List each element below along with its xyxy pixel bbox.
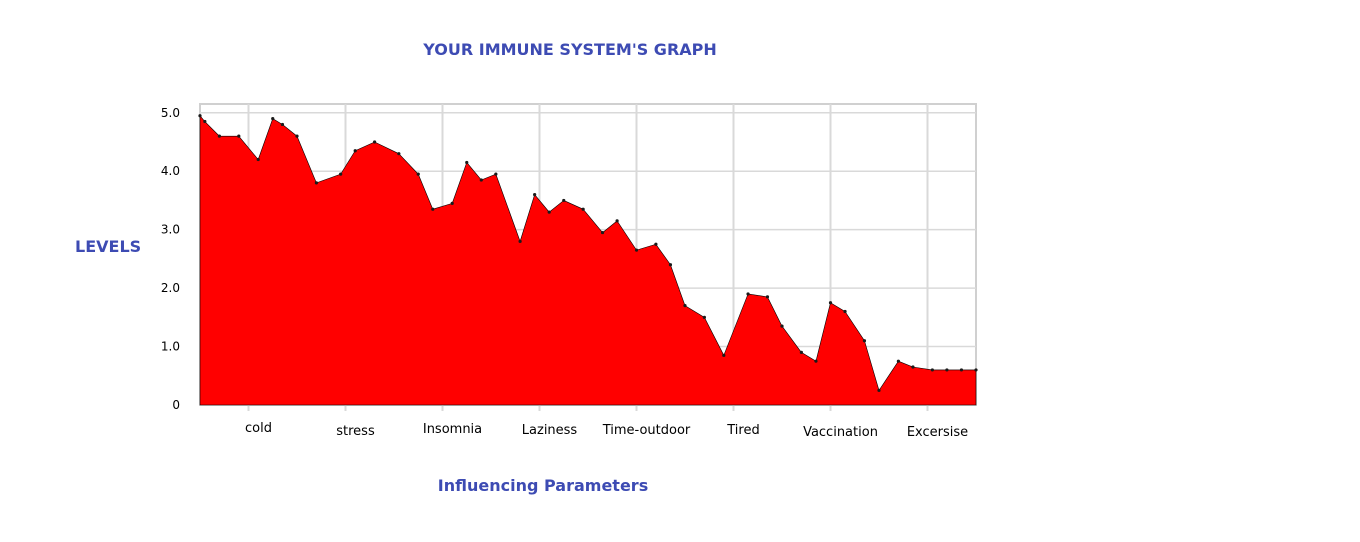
data-point (615, 219, 619, 223)
x-category-label: cold (245, 421, 272, 436)
x-category-label: Insomnia (423, 422, 482, 437)
y-tick-label: 2.0 (161, 281, 180, 295)
data-point (959, 368, 964, 372)
y-tick-label: 3.0 (161, 223, 180, 237)
x-category-label: Vaccination (803, 425, 878, 440)
data-point (683, 304, 687, 308)
data-point (600, 230, 605, 235)
data-point (397, 152, 401, 156)
data-point (198, 114, 202, 118)
data-point (416, 172, 420, 176)
chart-title: YOUR IMMUNE SYSTEM'S GRAPH (423, 40, 717, 59)
data-point (765, 295, 770, 299)
data-point (431, 207, 435, 211)
data-point (581, 207, 585, 211)
x-category-label: Time-outdoor (602, 423, 691, 438)
data-point (465, 160, 469, 165)
data-point (562, 198, 566, 203)
x-category-label: Laziness (522, 423, 578, 438)
y-axis-label: LEVELS (75, 237, 142, 256)
data-point (668, 263, 673, 267)
data-point (911, 365, 915, 369)
data-point (373, 140, 377, 144)
data-point (494, 172, 498, 176)
y-tick-label: 1.0 (161, 340, 180, 354)
data-point (518, 239, 522, 243)
area-layer (198, 114, 978, 406)
data-point (314, 181, 318, 185)
data-point (780, 324, 784, 328)
data-point (203, 119, 207, 124)
data-point (974, 368, 978, 372)
data-point (280, 122, 285, 127)
data-point (945, 368, 949, 372)
data-point (862, 339, 867, 343)
data-point (450, 201, 454, 205)
data-point (339, 172, 343, 176)
y-ticks: 0 1.0 2.0 3.0 4.0 5.0 (161, 106, 180, 412)
data-point (256, 157, 260, 162)
data-point (814, 359, 818, 363)
y-tick-label: 0 (172, 398, 180, 412)
x-category-label: Excersise (907, 425, 968, 440)
data-point (722, 353, 726, 357)
data-point (896, 359, 901, 363)
data-point (634, 248, 639, 252)
data-point (237, 134, 241, 138)
data-point (930, 368, 934, 372)
data-point (799, 350, 804, 354)
x-categories: cold stress Insomnia Laziness Time-outdoor Ti… (245, 421, 968, 440)
data-point (702, 315, 707, 319)
y-tick-label: 4.0 (161, 164, 180, 178)
data-point (479, 178, 483, 182)
data-point (295, 134, 299, 138)
data-point (271, 117, 275, 121)
data-point (353, 149, 357, 153)
x-category-label: stress (336, 424, 375, 439)
data-point (877, 388, 881, 392)
x-category-label: Tired (726, 423, 759, 438)
data-point (828, 301, 833, 305)
x-axis-label: Influencing Parameters (437, 476, 649, 495)
data-point (654, 242, 658, 246)
data-point (533, 192, 537, 197)
y-tick-label: 5.0 (161, 106, 180, 120)
data-point (746, 292, 750, 296)
data-point (843, 309, 847, 314)
data-point (547, 210, 551, 214)
area-series (199, 115, 977, 406)
data-point (217, 134, 221, 138)
